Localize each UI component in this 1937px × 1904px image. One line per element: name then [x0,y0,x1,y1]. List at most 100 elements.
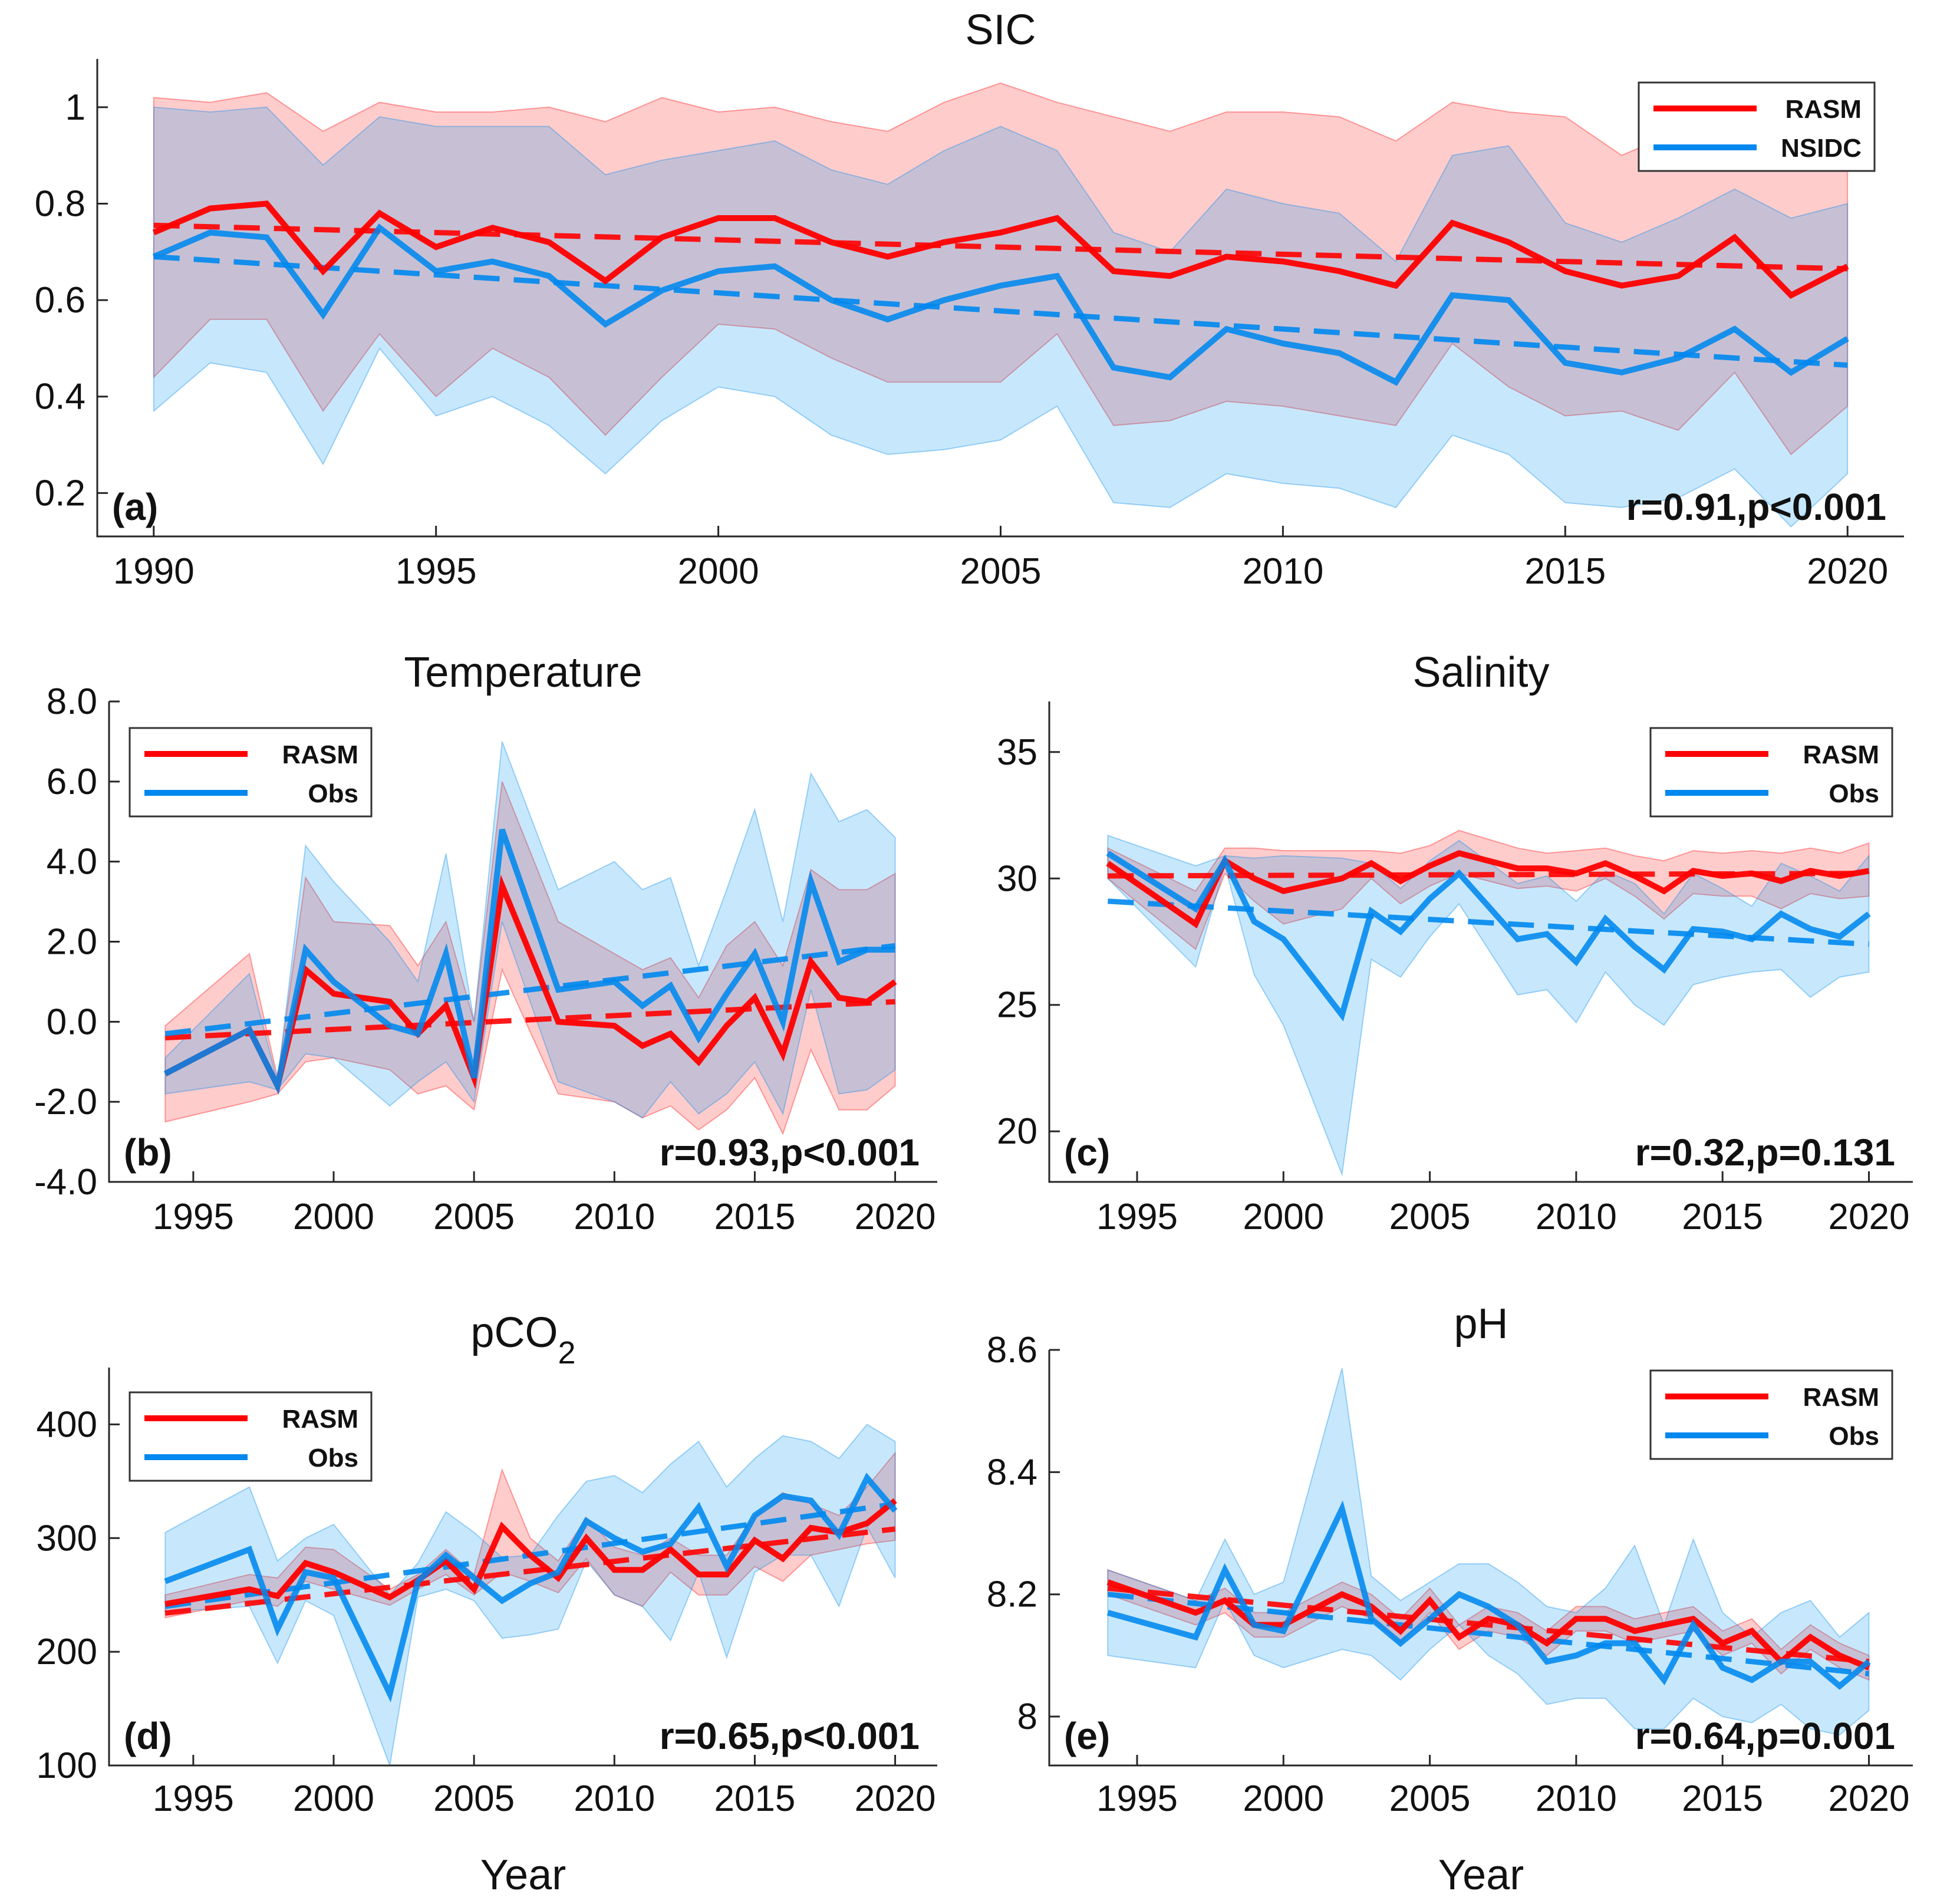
panel-ph: 8 8.2 8.4 8.6 1995 2000 2005 2010 2015 2020 pH Year… [987,1300,1913,1899]
panel-title: Temperature [404,649,642,696]
y-tick-label: 6.0 [47,762,97,802]
obs-trend-line [164,943,896,1037]
legend-label-rasm: RASM [282,740,358,769]
y-tick-label: 100 [37,1745,97,1786]
legend-label-rasm: RASM [1803,740,1879,769]
plot-area-ph [1106,1368,1871,1736]
x-tick-label: 1995 [396,551,477,592]
obs-trend-line [1108,898,1869,947]
obs-series-line [164,1473,898,1703]
y-tick-label: 0.8 [35,183,85,224]
rasm-series-line [152,200,1849,299]
legend-label-obs: NSIDC [1781,134,1862,163]
obs-series-line [1106,851,1871,1022]
x-tick-label: 2005 [960,551,1042,592]
x-axis-label: Year [480,1852,566,1899]
obs-trend-line [153,253,1848,368]
legend-label-rasm: RASM [1803,1383,1879,1412]
legend-box [129,727,373,818]
x-tick-label: 2000 [1243,1778,1324,1819]
obs-uncertainty-band [164,1424,896,1765]
y-tick-label: 8 [1017,1697,1037,1737]
y-tick-label: 8.6 [987,1330,1037,1371]
y-tick-label: 8.2 [987,1574,1037,1615]
y-tick-label: 0.2 [35,473,85,513]
correlation-annotation: r=0.91,p<0.001 [1626,486,1886,528]
y-tick-label: 25 [997,985,1037,1026]
legend-label-obs: Obs [308,779,358,808]
y-tick-label: 400 [37,1404,97,1445]
y-tick-label: 4.0 [47,842,97,882]
x-tick-label: 2010 [1536,1197,1617,1237]
correlation-annotation: r=0.64,p=0.001 [1635,1715,1895,1757]
panel-label: (b) [124,1131,172,1174]
legend-label-obs: Obs [1829,1422,1879,1451]
legend-label-obs: Obs [308,1444,358,1473]
panel-salinity: 20 25 30 35 1995 2000 2005 2010 2015 2020 Salinity… [997,649,1913,1237]
x-tick-label: 2015 [1524,551,1606,592]
panel-title: SIC [965,6,1036,54]
y-tick-label: -2.0 [34,1082,97,1122]
rasm-trend-line [153,222,1848,272]
x-tick-label: 2020 [1829,1197,1910,1237]
legend-box [1649,727,1893,818]
y-tick-label: 30 [997,858,1037,899]
x-tick-label: 1990 [113,551,195,592]
rasm-series-line [164,1498,897,1607]
legend-box [1649,1369,1893,1460]
legend: RASM Obs [129,1391,373,1482]
y-tick-label: 0.4 [35,377,85,417]
x-tick-label: 2000 [1243,1197,1324,1237]
axes-sic [96,59,1904,538]
obs-series-line [152,223,1849,386]
y-tick-label: 1 [65,87,85,128]
x-tick-label: 2000 [293,1197,374,1237]
x-tick-label: 2020 [855,1778,936,1819]
plot-area-salinity [1106,829,1871,1177]
legend-box [1638,81,1876,172]
rasm-uncertainty-band [153,82,1849,456]
x-tick-label: 1995 [153,1778,234,1819]
legend: RASM Obs [1649,727,1893,818]
rasm-uncertainty-band [1107,829,1870,951]
panel-title-subscript: 2 [558,1335,576,1371]
legend: RASM Obs [1649,1369,1893,1460]
x-tick-label: 2015 [714,1197,795,1237]
x-tick-label: 2015 [1682,1778,1763,1819]
legend-label-obs: Obs [1829,779,1879,808]
x-axis-label: Year [1438,1852,1524,1899]
y-tick-label: 300 [37,1518,97,1559]
x-tick-label: 2010 [574,1778,655,1819]
x-tick-label: 2015 [1682,1197,1763,1237]
x-tick-label: 2020 [1807,551,1888,592]
obs-series-line [1106,1500,1871,1690]
x-tick-label: 2010 [1536,1778,1617,1819]
legend-label-rasm: RASM [1785,95,1862,124]
panel-title: pH [1454,1300,1508,1348]
panel-title-main: pCO [470,1309,558,1356]
legend-box [129,1391,373,1482]
y-tick-label: 35 [997,732,1037,773]
x-tick-label: 2020 [855,1197,936,1237]
x-tick-label: 2015 [714,1778,795,1819]
obs-uncertainty-band [153,106,1849,528]
y-tick-label: 200 [37,1632,97,1672]
rasm-series-line [1106,850,1870,928]
x-tick-label: 2010 [1242,551,1323,592]
obs-series-line [163,828,895,1095]
panel-pco2: 100 200 300 400 1995 2000 2005 2010 2015 2020 pCO2… [37,1309,937,1899]
panel-title: pCO2 [470,1309,575,1371]
x-tick-label: 2005 [433,1778,515,1819]
x-tick-label: 2000 [293,1778,374,1819]
rasm-series-line [163,874,897,1095]
y-tick-label: 0.0 [47,1002,97,1042]
rasm-trend-line [164,1526,896,1616]
x-tick-label: 2005 [1389,1778,1471,1819]
panel-label: (e) [1064,1715,1110,1757]
legend: RASM Obs [129,727,373,818]
plot-area-sic [152,82,1849,528]
y-tick-label: 8.0 [47,681,97,722]
correlation-annotation: r=0.32,p=0.131 [1635,1131,1895,1174]
x-tick-label: 1995 [1096,1778,1178,1819]
